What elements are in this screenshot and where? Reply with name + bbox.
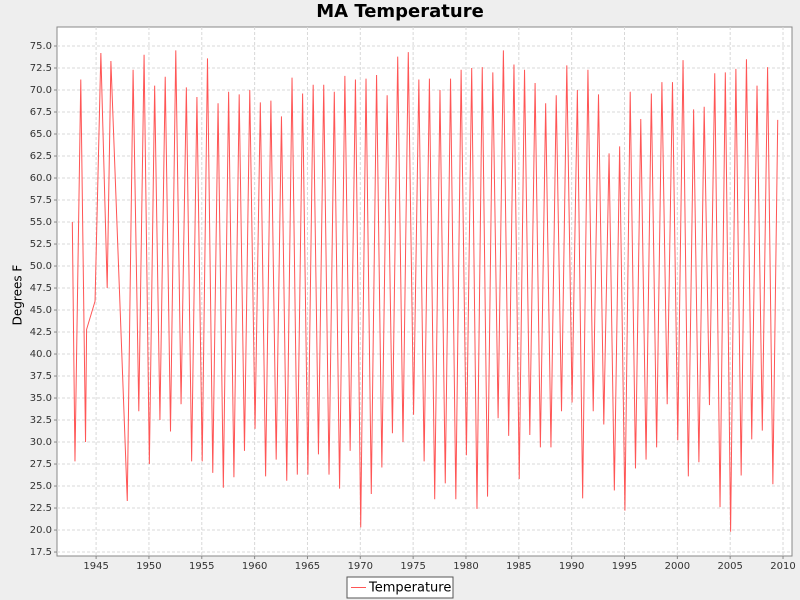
x-tick-label: 2010 bbox=[770, 561, 795, 572]
y-tick-label: 62.5 bbox=[30, 151, 52, 162]
y-tick-label: 52.5 bbox=[30, 239, 52, 250]
y-tick-label: 60.0 bbox=[30, 173, 52, 184]
y-tick-label: 37.5 bbox=[30, 371, 52, 382]
x-tick-label: 1975 bbox=[400, 561, 425, 572]
x-tick-label: 1945 bbox=[83, 561, 108, 572]
y-tick-label: 75.0 bbox=[30, 41, 52, 52]
x-tick-label: 1960 bbox=[242, 561, 267, 572]
y-tick-label: 70.0 bbox=[30, 85, 52, 96]
x-tick-label: 1955 bbox=[189, 561, 214, 572]
y-tick-label: 35.0 bbox=[30, 393, 52, 404]
y-tick-label: 65.0 bbox=[30, 129, 52, 140]
plot-area bbox=[56, 26, 793, 557]
series-line bbox=[71, 50, 779, 532]
x-tick-label: 1995 bbox=[612, 561, 637, 572]
y-tick-label: 55.0 bbox=[30, 217, 52, 228]
chart-title: MA Temperature bbox=[316, 1, 484, 22]
y-tick-label: 40.0 bbox=[30, 349, 52, 360]
y-tick-label: 50.0 bbox=[30, 261, 52, 272]
y-tick-label: 22.5 bbox=[30, 503, 52, 514]
y-tick-label: 72.5 bbox=[30, 63, 52, 74]
x-tick-label: 1950 bbox=[136, 561, 161, 572]
x-tick-label: 1965 bbox=[295, 561, 320, 572]
y-tick-label: 30.0 bbox=[30, 437, 52, 448]
y-tick-label: 25.0 bbox=[30, 481, 52, 492]
y-tick-label: 67.5 bbox=[30, 107, 52, 118]
y-tick-label: 57.5 bbox=[30, 195, 52, 206]
x-tick-label: 1990 bbox=[559, 561, 584, 572]
x-tick-label: 2000 bbox=[665, 561, 690, 572]
y-tick-label: 27.5 bbox=[30, 459, 52, 470]
y-axis-label: Degrees F bbox=[11, 265, 25, 326]
y-tick-label: 17.5 bbox=[30, 547, 52, 558]
legend-label: Temperature bbox=[368, 581, 451, 596]
x-tick-label: 1985 bbox=[506, 561, 531, 572]
x-tick-label: 1980 bbox=[453, 561, 478, 572]
legend bbox=[346, 576, 454, 599]
x-tick-label: 1970 bbox=[348, 561, 373, 572]
y-tick-label: 47.5 bbox=[30, 283, 52, 294]
x-tick-label: 2005 bbox=[717, 561, 742, 572]
y-tick-label: 20.0 bbox=[30, 525, 52, 536]
y-tick-label: 42.5 bbox=[30, 327, 52, 338]
y-tick-label: 45.0 bbox=[30, 305, 52, 316]
y-tick-label: 32.5 bbox=[30, 415, 52, 426]
